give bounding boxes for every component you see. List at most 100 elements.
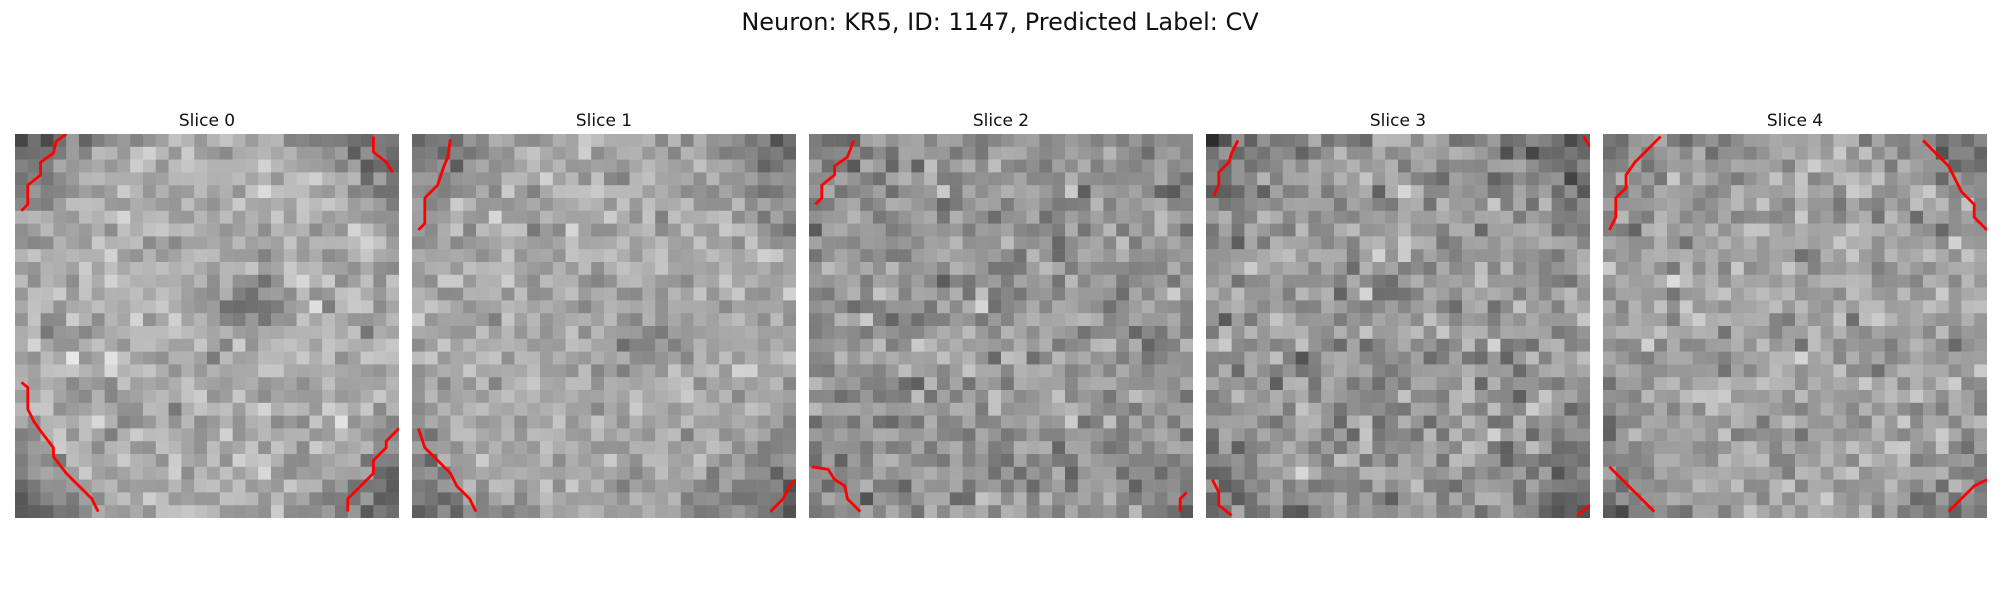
pixel (1244, 146, 1258, 160)
pixel (143, 377, 157, 391)
pixel (1718, 134, 1732, 148)
pixel (1820, 479, 1834, 493)
pixel (1782, 492, 1796, 506)
pixel (911, 428, 925, 442)
pixel (1897, 313, 1911, 327)
pixel (155, 466, 169, 480)
pixel (450, 287, 464, 301)
pixel (1692, 454, 1706, 468)
pixel (1974, 441, 1987, 455)
pixel (809, 172, 823, 186)
pixel (693, 249, 707, 263)
pixel (15, 402, 29, 416)
pixel (283, 402, 297, 416)
pixel (1667, 198, 1681, 212)
pixel (15, 364, 29, 378)
pixel (424, 326, 438, 340)
pixel (155, 454, 169, 468)
pixel (1859, 326, 1873, 340)
pixel (1871, 428, 1885, 442)
pixel (1410, 274, 1424, 288)
pixel (1910, 287, 1924, 301)
pixel (1244, 351, 1258, 365)
pixel (552, 326, 566, 340)
pixel (719, 287, 733, 301)
pixel (988, 364, 1002, 378)
pixel (1692, 364, 1706, 378)
pixel (860, 172, 874, 186)
pixel (232, 364, 246, 378)
pixel (168, 492, 182, 506)
pixel (962, 262, 976, 276)
pixel (1667, 454, 1681, 468)
pixel (1321, 249, 1335, 263)
pixel (1833, 146, 1847, 160)
pixel (1090, 402, 1104, 416)
pixel (1218, 300, 1232, 314)
pixel (463, 172, 477, 186)
pixel (732, 300, 746, 314)
pixel (552, 415, 566, 429)
pixel (1039, 249, 1053, 263)
pixel (1667, 351, 1681, 365)
pixel (1833, 479, 1847, 493)
pixel (1180, 479, 1193, 493)
pixel (1026, 454, 1040, 468)
pixel (1628, 198, 1642, 212)
pixel (40, 134, 54, 148)
pixel (1897, 159, 1911, 173)
pixel (386, 402, 399, 416)
pixel (104, 134, 118, 148)
pixel (757, 146, 771, 160)
pixel (219, 377, 233, 391)
pixel (1423, 415, 1437, 429)
pixel (181, 415, 195, 429)
pixel (40, 454, 54, 468)
pixel (1769, 466, 1783, 480)
pixel (655, 172, 669, 186)
pixel (91, 198, 105, 212)
pixel (53, 274, 67, 288)
pixel (271, 146, 285, 160)
pixel (1090, 300, 1104, 314)
pixel (809, 249, 823, 263)
pixel (130, 274, 144, 288)
pixel (911, 262, 925, 276)
pixel (1910, 402, 1924, 416)
pixel (732, 454, 746, 468)
pixel (1615, 274, 1629, 288)
pixel (1974, 274, 1987, 288)
pixel (540, 428, 554, 442)
pixel (15, 326, 29, 340)
pixel (770, 428, 784, 442)
pixel (1039, 454, 1053, 468)
pixel (642, 428, 656, 442)
pixel (1449, 313, 1463, 327)
pixel (1910, 338, 1924, 352)
pixel (1116, 338, 1130, 352)
pixel (1180, 441, 1193, 455)
pixel (15, 428, 29, 442)
pixel (130, 262, 144, 276)
pixel (1206, 505, 1220, 518)
pixel (962, 223, 976, 237)
pixel (1206, 249, 1220, 263)
pixel (975, 390, 989, 404)
pixel (476, 441, 490, 455)
pixel (1551, 415, 1565, 429)
pixel (347, 287, 361, 301)
pixel (1244, 223, 1258, 237)
pixel (1961, 146, 1975, 160)
pixel (1667, 287, 1681, 301)
pixel (1718, 146, 1732, 160)
pixel (501, 390, 515, 404)
pixel (962, 364, 976, 378)
pixel (1449, 402, 1463, 416)
slice-panel-0: Slice 0 (15, 108, 399, 518)
pixel (207, 351, 221, 365)
pixel (1423, 287, 1437, 301)
pixel (27, 185, 41, 199)
pixel (1884, 236, 1898, 250)
contour-line (769, 478, 796, 513)
pixel (1795, 223, 1809, 237)
